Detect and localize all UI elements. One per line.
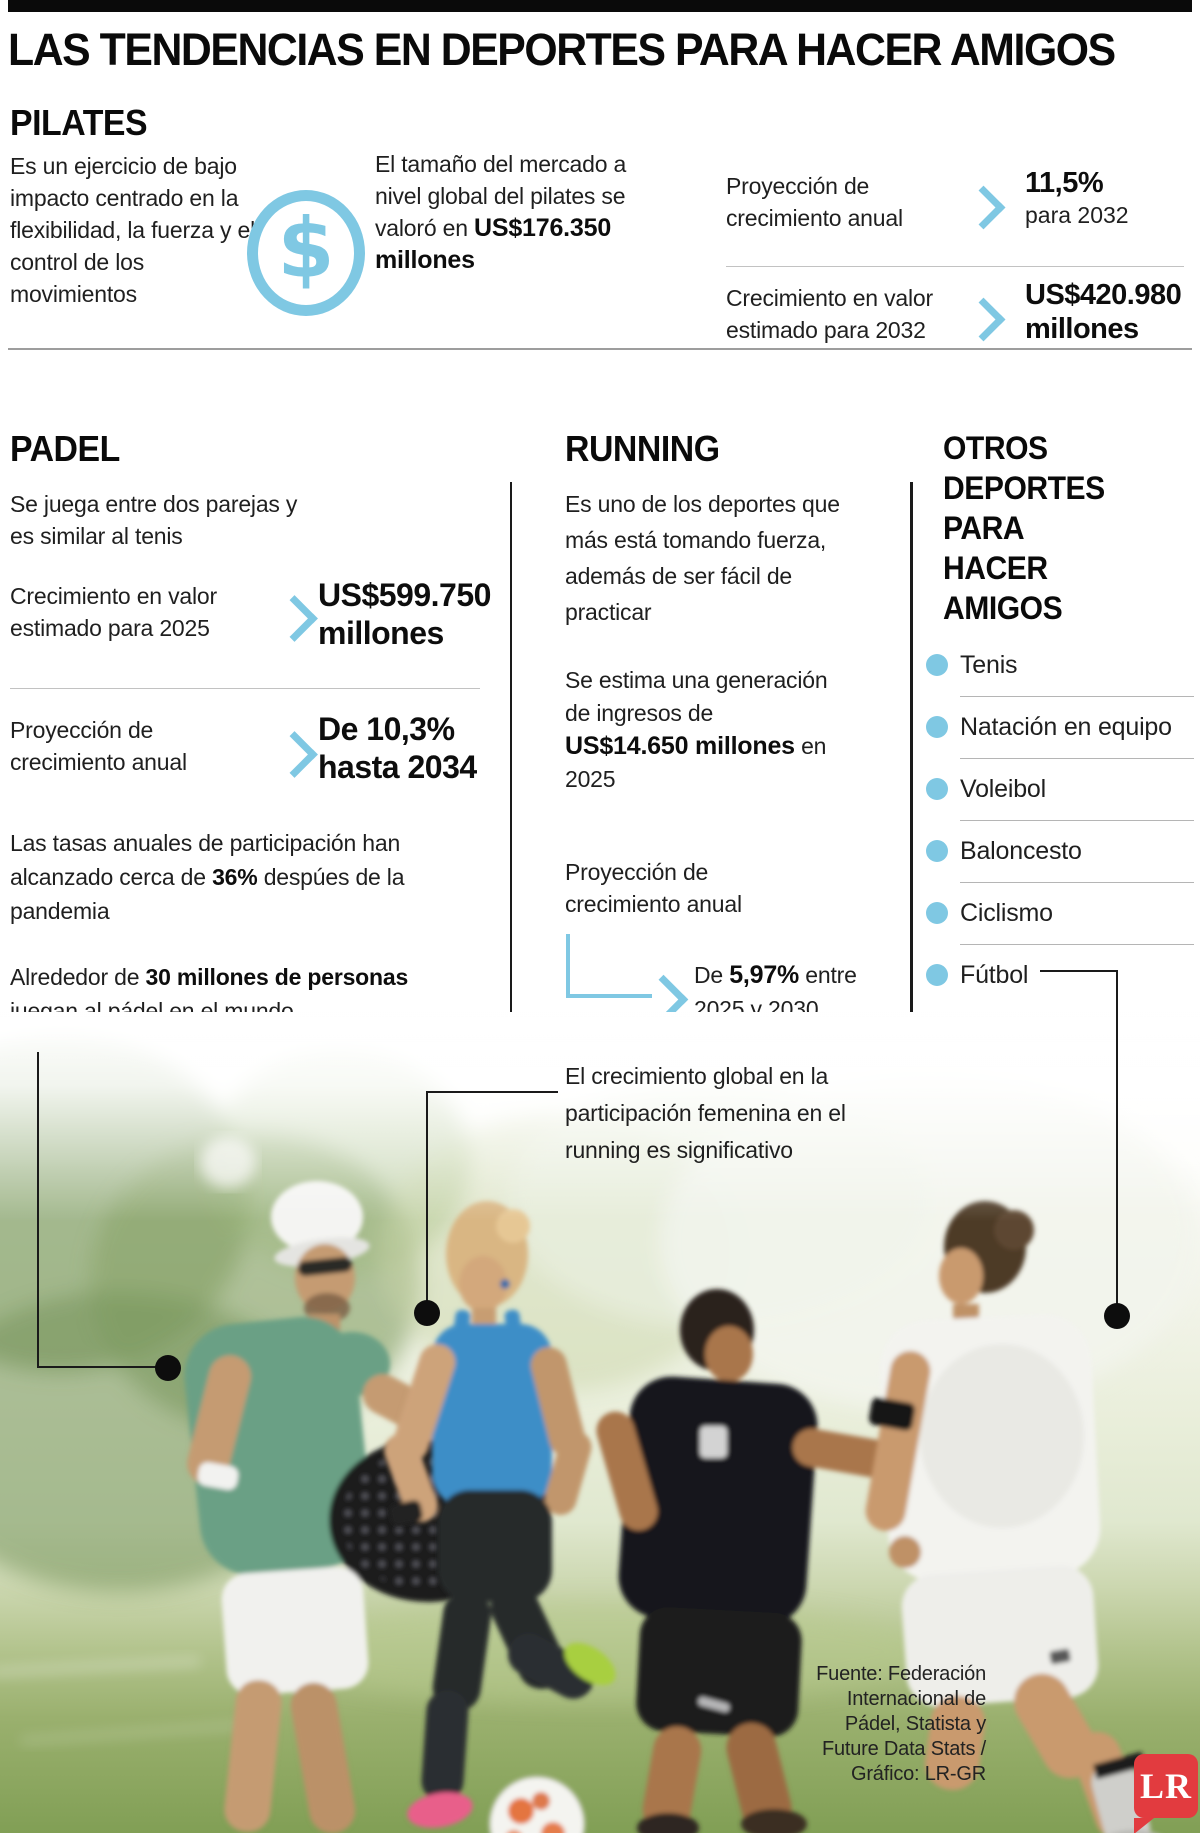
market-text: El tamaño del mercado a nivel global del… <box>375 151 627 241</box>
chevron-right-icon <box>961 297 1006 342</box>
leader-line-padel <box>37 1366 157 1368</box>
pilates-row-divider <box>726 266 1184 267</box>
elbow-arrow-icon <box>566 994 652 998</box>
source-credit: Fuente: Federación Internacional de Páde… <box>816 1663 986 1785</box>
bullet-dot-icon <box>926 964 948 986</box>
note-bold: 36% <box>212 864 258 890</box>
callout-dot-padel <box>155 1355 181 1381</box>
sport-label: Natación en equipo <box>960 712 1172 741</box>
sport-label: Baloncesto <box>960 836 1082 865</box>
running-revenue: Se estima una generación de ingresos de … <box>565 664 837 796</box>
otros-heading: OTROS DEPORTES PARA HACER AMIGOS <box>943 430 1105 626</box>
chevron-right-icon <box>271 731 318 778</box>
market-value: US$176.350 millones <box>375 214 612 274</box>
callout-dot-runner <box>414 1300 440 1326</box>
chevron-right-icon <box>961 185 1006 230</box>
sport-label: Voleibol <box>960 774 1046 803</box>
lr-logo-box: LR <box>1134 1754 1198 1818</box>
proj-text: De <box>694 962 730 988</box>
padel-heading: PADEL <box>10 428 120 469</box>
padel-stat2-value: De 10,3% hasta 2034 <box>318 710 477 786</box>
list-item: Baloncesto <box>926 820 1194 882</box>
padel-stat1-label: Crecimiento en valor estimado para 2025 <box>10 583 217 641</box>
leader-line-runner <box>426 1091 428 1303</box>
sport-label: Ciclismo <box>960 898 1053 927</box>
leader-line-futbol <box>1116 970 1118 1310</box>
running-heading: RUNNING <box>565 428 720 469</box>
note-text: Alrededor de <box>10 964 146 990</box>
stat-value-line1: US$599.750 <box>318 577 491 613</box>
padel-players-note: Alrededor de 30 millones de personas jue… <box>10 960 422 1028</box>
stat-value-line2: hasta 2034 <box>318 749 477 785</box>
sport-label: Tenis <box>960 650 1018 679</box>
leader-line-runner <box>426 1091 558 1093</box>
list-item: Fútbol <box>926 944 1194 1006</box>
white-kit-player-figure <box>865 1201 1155 1833</box>
bullet-dot-icon <box>926 716 948 738</box>
running-description: Es uno de los deportes que más está toma… <box>565 491 840 625</box>
running-proj-label: Proyección de crecimiento anual <box>565 859 742 917</box>
list-item: Natación en equipo <box>926 696 1194 758</box>
bullet-dot-icon <box>926 654 948 676</box>
column-divider-1 <box>510 482 512 1066</box>
pilates-market-size: El tamaño del mercado a nivel global del… <box>375 148 637 276</box>
top-bar <box>8 0 1192 12</box>
soccer-ball <box>489 1776 585 1833</box>
running-female-note: El crecimiento global en la participació… <box>565 1063 846 1163</box>
stat2-value: US$420.980 <box>1025 279 1182 311</box>
list-item: Voleibol <box>926 758 1194 820</box>
padel-description: Se juega entre dos parejas y es similar … <box>10 491 298 549</box>
stat-value-line2: millones <box>318 615 444 651</box>
photo-top-fade <box>0 1012 1200 1222</box>
padel-stat2-label: Proyección de crecimiento anual <box>10 717 187 775</box>
section-divider <box>8 348 1192 350</box>
other-sports-list: Tenis Natación en equipo Voleibol Balonc… <box>926 634 1194 1006</box>
grass-markings <box>0 1658 270 1744</box>
sport-label: Fútbol <box>960 960 1029 989</box>
bullet-dot-icon <box>926 902 948 924</box>
lr-logo: LR <box>1134 1754 1198 1833</box>
lr-logo-tail <box>1134 1818 1154 1833</box>
elbow-arrow-icon <box>566 934 570 998</box>
stat1-value: 11,5% <box>1025 167 1104 199</box>
pilates-stat1-value: 11,5% para 2032 <box>1025 166 1129 231</box>
note-text: Las tasas anuales de participación han a… <box>10 830 401 890</box>
column-divider-2 <box>910 482 913 1310</box>
stat2-sub: millones <box>1025 313 1139 345</box>
padel-participation-note: Las tasas anuales de participación han a… <box>10 826 478 928</box>
callout-dot-futbol <box>1104 1303 1130 1329</box>
pilates-stat2-value: US$420.980 millones <box>1025 278 1182 346</box>
lr-logo-text: LR <box>1139 1766 1192 1806</box>
dollar-icon: $ <box>247 190 365 316</box>
stat-value-line1: De 10,3% <box>318 711 455 747</box>
note-bold: 30 millones de personas <box>145 964 409 990</box>
chevron-right-icon <box>271 595 318 642</box>
bullet-dot-icon <box>926 778 948 800</box>
list-item: Tenis <box>926 634 1194 696</box>
padel-stat1-value: US$599.750 millones <box>318 576 491 652</box>
pilates-stat1-label: Proyección de crecimiento anual <box>726 173 903 231</box>
pilates-description: Es un ejercicio de bajo impacto centrado… <box>10 153 255 307</box>
dollar-glyph: $ <box>277 201 335 297</box>
leader-line-futbol <box>1040 970 1118 972</box>
revenue-text: Se estima una generación de ingresos de <box>565 667 828 726</box>
revenue-text: en 2025 <box>565 733 827 792</box>
pilates-heading: PILATES <box>10 102 148 143</box>
pilates-stat2-label: Crecimiento en valor estimado para 2032 <box>726 285 933 343</box>
proj-bold: 5,97% <box>729 961 800 989</box>
stat1-sub: para 2032 <box>1025 202 1129 228</box>
note-text: despúes de la pandemia <box>10 864 405 924</box>
page-title: LAS TENDENCIAS EN DEPORTES PARA HACER AM… <box>8 24 1116 75</box>
runner-figure <box>384 1201 616 1828</box>
bullet-dot-icon <box>926 840 948 862</box>
padel-row-divider <box>10 688 480 689</box>
list-item: Ciclismo <box>926 882 1194 944</box>
revenue-bold: US$14.650 millones <box>565 732 795 760</box>
leader-line-padel <box>37 1052 39 1368</box>
sports-photo <box>0 1012 1200 1833</box>
